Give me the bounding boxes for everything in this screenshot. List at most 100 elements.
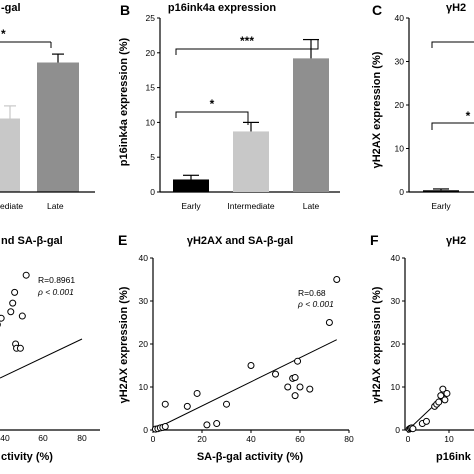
- panel-c-title: γH2: [446, 2, 466, 14]
- panel-b-sig-bracket-2: [175, 39, 319, 55]
- panel-e-ytick-30: 30: [139, 296, 149, 306]
- panel-f-ytick-0: 0: [395, 425, 400, 435]
- panel-f-ytick-10: 10: [391, 382, 401, 392]
- panel-e-title: γH2AX and SA-β-gal: [187, 235, 293, 247]
- panel-d-point-7: [16, 344, 24, 352]
- panel-f-xtick-10: 10: [444, 434, 454, 444]
- panel-e-ytick-40: 40: [139, 253, 149, 263]
- panel-b-sig-star-2: ***: [240, 34, 254, 48]
- panel-c-bar-early: [423, 190, 459, 192]
- panel-e-yticks: 0 10 20 30 40: [139, 253, 153, 435]
- panel-a-xtick-late: Late: [47, 201, 64, 211]
- panel-e-point-13: [284, 383, 292, 391]
- panel-e-label: E: [118, 232, 127, 248]
- panel-b-xtick-late: Late: [303, 201, 320, 211]
- panel-c-sig-bracket-2: [431, 122, 474, 130]
- panel-f-xlabel: p16ink: [436, 451, 472, 463]
- panel-b-ytick-5: 5: [150, 152, 155, 162]
- panel-e-xtick-80: 80: [344, 434, 354, 444]
- panel-c-label: C: [372, 2, 382, 18]
- panel-c-ytick-0: 0: [399, 187, 404, 197]
- panel-e-xtick-60: 60: [295, 434, 305, 444]
- panel-b-ytick-0: 0: [150, 187, 155, 197]
- panel-c-ylabel: γH2AX expression (%): [371, 51, 383, 168]
- panel-e-point-18: [296, 383, 304, 391]
- panel-d-xtick-80: 80: [77, 433, 87, 443]
- panel-b-title: p16ink4a expression: [168, 2, 277, 14]
- panel-e-point-4: [161, 400, 169, 408]
- panel-b: B p16ink4a expression p16ink4a expressio…: [118, 2, 340, 211]
- panel-f-ytick-30: 30: [391, 296, 401, 306]
- panel-f-point-9: [437, 392, 445, 400]
- panel-e-point-11: [247, 362, 255, 369]
- panel-b-sig-star-1: *: [210, 97, 215, 111]
- panel-d-fit-line: [0, 338, 83, 379]
- panel-d-annotation-p: ρ < 0.001: [37, 287, 74, 297]
- panel-d-xtick-60: 60: [38, 433, 48, 443]
- panel-e-annotation-r: R=0.68: [298, 288, 326, 298]
- panel-f-yticks: 0 10 20 30 40: [391, 253, 405, 435]
- panel-f-ylabel: γH2AX expression (%): [371, 286, 383, 403]
- panel-f-label: F: [370, 232, 379, 248]
- panel-c-sig-bracket-1: [431, 41, 474, 48]
- panel-e-xticks: 0 20 40 60 80: [151, 430, 354, 444]
- panel-b-yticks: 0 5 10 15 20 25: [146, 13, 160, 197]
- panel-c-ytick-10: 10: [395, 144, 405, 154]
- panel-c-errorbars: [433, 188, 449, 191]
- panel-f-ytick-20: 20: [391, 339, 401, 349]
- panel-d-xlabel: ctivity (%): [1, 451, 53, 463]
- panel-d-title: nd SA-β-gal: [1, 235, 63, 247]
- panel-e-ytick-0: 0: [143, 425, 148, 435]
- panel-b-ytick-15: 15: [146, 83, 156, 93]
- panel-f-point-5: [422, 417, 430, 425]
- panel-a-bar-intermediate: [0, 118, 20, 192]
- panel-e-ytick-10: 10: [139, 382, 149, 392]
- panel-a-bar-late: [37, 62, 79, 192]
- panel-e-point-16: [291, 392, 299, 400]
- panel-e-point-15: [291, 374, 299, 382]
- panel-d-point-1: [7, 308, 15, 316]
- panel-d-point-2: [9, 299, 17, 307]
- panel-f-point-12: [443, 389, 451, 397]
- panel-c-sig-star: *: [466, 109, 471, 123]
- panel-e-fit-line: [152, 339, 337, 431]
- panel-e-point-7: [193, 389, 201, 397]
- panel-c-ytick-30: 30: [395, 57, 405, 67]
- panel-c-ytick-20: 20: [395, 100, 405, 110]
- panel-e-annotation-p: ρ < 0.001: [297, 299, 334, 309]
- panel-e-point-9: [213, 420, 221, 428]
- panel-e-point-19: [306, 385, 314, 393]
- panel-c-yticks: 0 10 20 30 40: [395, 13, 409, 197]
- panel-e-xlabel: SA-β-gal activity (%): [197, 451, 304, 463]
- panel-c: C γH2 γH2AX expression (%) 0 10 20 30 40 Ear…: [371, 2, 474, 211]
- panel-e-point-10: [223, 400, 230, 408]
- panel-a-title: -gal: [1, 2, 21, 14]
- panel-b-bar-early: [173, 179, 209, 192]
- panel-d-annotation-r: R=0.8961: [38, 275, 75, 285]
- panel-d-point-0: [0, 314, 5, 322]
- panel-d: nd SA-β-gal 40 60 80 ctivity (%) R=0.896…: [0, 235, 100, 463]
- panel-f-point-10: [439, 385, 447, 393]
- panel-f: F γH2 γH2AX expression (%) 0 10 20 30 40 0 1…: [370, 232, 474, 463]
- panel-b-ytick-10: 10: [146, 117, 156, 127]
- panel-e: E γH2AX and SA-β-gal γH2AX expression (%…: [118, 232, 354, 463]
- panel-f-ytick-40: 40: [391, 253, 401, 263]
- panel-e-xtick-0: 0: [151, 434, 156, 444]
- panel-a-sig-star: *: [1, 27, 6, 41]
- panel-c-ytick-40: 40: [395, 13, 405, 23]
- panel-b-bar-late: [293, 58, 329, 193]
- panel-e-point-12: [272, 370, 279, 378]
- panel-b-xtick-early: Early: [181, 201, 201, 211]
- panel-b-sig-bracket-1: [175, 111, 249, 125]
- panel-a-xtick-intermediate: ediate: [0, 201, 23, 211]
- panel-e-point-6: [183, 402, 191, 410]
- panel-e-point-17: [294, 357, 302, 365]
- panel-f-point-11: [441, 396, 449, 404]
- panel-b-bar-intermediate: [233, 131, 269, 192]
- panel-d-points: [0, 271, 30, 352]
- panel-b-label: B: [120, 2, 130, 18]
- panel-e-point-21: [333, 276, 341, 283]
- panel-b-ytick-20: 20: [146, 48, 156, 58]
- panel-f-title: γH2: [446, 235, 466, 247]
